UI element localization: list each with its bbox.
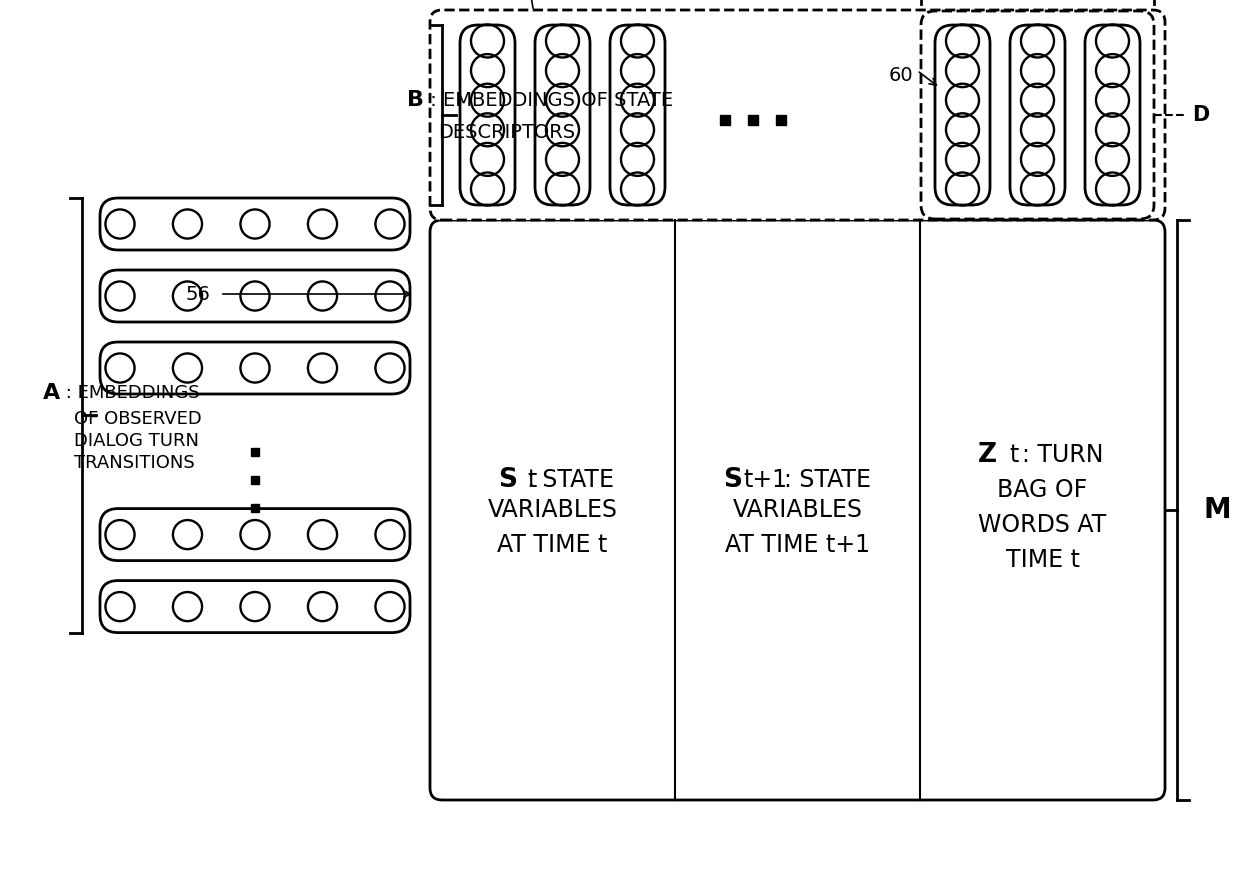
FancyBboxPatch shape <box>430 10 1166 220</box>
Text: S: S <box>723 467 742 493</box>
Text: : EMBEDDINGS OF STATE: : EMBEDDINGS OF STATE <box>424 91 673 109</box>
Text: TIME t: TIME t <box>1006 548 1080 572</box>
Text: OF OBSERVED: OF OBSERVED <box>74 410 202 428</box>
Text: TRANSITIONS: TRANSITIONS <box>74 454 195 472</box>
Text: VARIABLES: VARIABLES <box>733 498 863 522</box>
FancyBboxPatch shape <box>430 220 1166 800</box>
Text: AT TIME t+1: AT TIME t+1 <box>725 533 870 557</box>
Text: : EMBEDDINGS: : EMBEDDINGS <box>60 385 200 402</box>
Text: DIALOG TURN: DIALOG TURN <box>74 433 198 450</box>
FancyBboxPatch shape <box>100 270 410 322</box>
Text: t: t <box>1009 443 1019 467</box>
Text: t+1: t+1 <box>744 468 787 492</box>
Text: : STATE: : STATE <box>784 468 870 492</box>
FancyBboxPatch shape <box>534 25 590 205</box>
Text: S: S <box>498 467 517 493</box>
FancyBboxPatch shape <box>1085 25 1140 205</box>
Text: D: D <box>1192 105 1209 125</box>
Text: M: M <box>1203 496 1231 524</box>
FancyBboxPatch shape <box>100 509 410 560</box>
Text: BAG OF: BAG OF <box>997 478 1087 502</box>
Text: DESCRIPTORS: DESCRIPTORS <box>438 123 575 142</box>
Text: A: A <box>42 384 60 403</box>
Text: t: t <box>528 468 537 492</box>
FancyBboxPatch shape <box>100 580 410 633</box>
Text: Z: Z <box>978 442 997 468</box>
FancyBboxPatch shape <box>100 342 410 394</box>
Text: 60: 60 <box>888 66 913 85</box>
Text: : TURN: : TURN <box>1022 443 1104 467</box>
Text: AT TIME t: AT TIME t <box>497 533 608 557</box>
Text: B: B <box>407 90 424 110</box>
Text: VARIABLES: VARIABLES <box>487 498 618 522</box>
Text: WORDS AT: WORDS AT <box>978 513 1106 537</box>
Text: : STATE: : STATE <box>527 468 614 492</box>
Text: 56: 56 <box>185 285 210 303</box>
FancyBboxPatch shape <box>460 25 515 205</box>
FancyBboxPatch shape <box>610 25 665 205</box>
FancyBboxPatch shape <box>100 198 410 250</box>
FancyBboxPatch shape <box>1011 25 1065 205</box>
FancyBboxPatch shape <box>935 25 990 205</box>
